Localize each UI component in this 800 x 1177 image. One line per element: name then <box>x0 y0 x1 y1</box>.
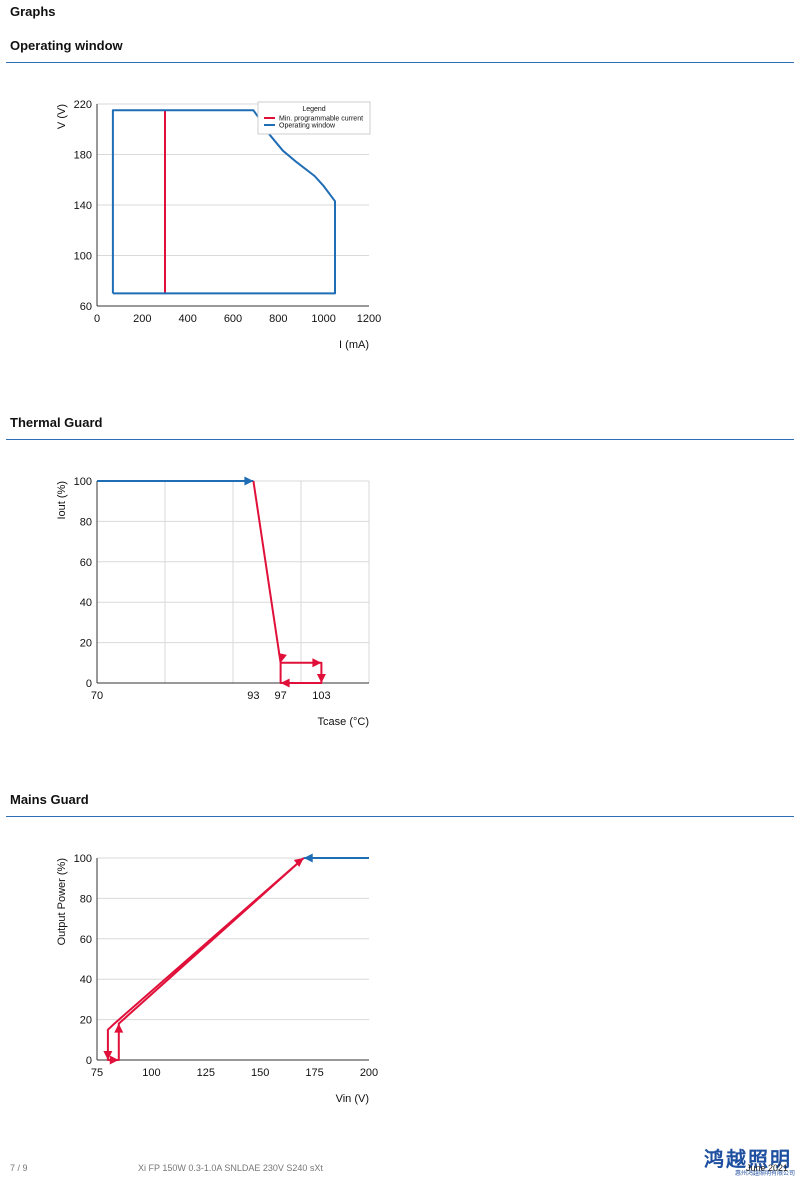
section-title-thermal-guard: Thermal Guard <box>10 415 103 430</box>
y-tick-label: 60 <box>80 934 92 946</box>
y-tick-label: 20 <box>80 1015 92 1027</box>
operating-window-chart: 60 100 140 180 220 0 200 400 600 800 1000 1200 I (mA… <box>56 99 381 351</box>
y-tick-label: 220 <box>74 99 92 111</box>
x-axis-label: Vin (V) <box>336 1093 369 1105</box>
direction-arrowhead <box>280 678 290 688</box>
x-tick-label: 800 <box>269 313 287 325</box>
section-title-operating-window: Operating window <box>10 38 123 53</box>
y-tick-label: 100 <box>74 251 92 263</box>
section-title-mains-guard: Mains Guard <box>10 792 89 807</box>
direction-arrowhead <box>103 1051 113 1060</box>
series-line-1 <box>106 857 305 1061</box>
y-axis-label: Iout (%) <box>56 481 68 520</box>
y-tick-label: 60 <box>80 301 92 313</box>
y-tick-label: 0 <box>86 1055 92 1067</box>
page-title: Graphs <box>10 4 56 19</box>
y-tick-label: 100 <box>74 853 92 865</box>
mains-guard-chart: 0 20 40 60 80 100 75 100 125 150 175 200 Vin (V) Outp… <box>56 853 378 1105</box>
x-tick-label: 97 <box>274 690 286 702</box>
x-tick-label: 175 <box>305 1067 323 1079</box>
y-tick-label: 180 <box>74 150 92 162</box>
x-tick-label: 1200 <box>357 313 381 325</box>
brand-watermark-subtitle: 惠州鸿越照明有限公司 <box>735 1170 796 1177</box>
legend-entry-label: Operating window <box>279 123 336 130</box>
y-tick-label: 0 <box>86 678 92 690</box>
direction-arrowhead <box>293 858 304 868</box>
brand-watermark-logo: 鸿越照明 <box>704 1147 792 1171</box>
page-number: 7 / 9 <box>10 1163 28 1173</box>
product-name: Xi FP 150W 0.3-1.0A SNLDAE 230V S240 sXt <box>138 1163 323 1173</box>
direction-arrowhead <box>303 853 313 863</box>
x-tick-label: 600 <box>224 313 242 325</box>
y-tick-label: 40 <box>80 597 92 609</box>
x-tick-label: 100 <box>142 1067 160 1079</box>
x-tick-label: 200 <box>360 1067 378 1079</box>
y-tick-label: 100 <box>74 476 92 488</box>
x-axis-label: I (mA) <box>339 339 369 351</box>
y-axis-label: V (V) <box>56 104 68 129</box>
thermal-guard-chart: 0 20 40 60 80 100 70 93 97 103 Tcase (°C) Iout (%) <box>56 476 370 728</box>
y-tick-label: 40 <box>80 974 92 986</box>
y-axis-label: Output Power (%) <box>56 858 68 945</box>
x-axis-label: Tcase (°C) <box>318 716 369 728</box>
x-tick-label: 70 <box>91 690 103 702</box>
x-tick-label: 150 <box>251 1067 269 1079</box>
section-divider <box>6 62 794 63</box>
x-tick-label: 1000 <box>311 313 335 325</box>
footer-date: June 2021 <box>746 1163 789 1173</box>
y-tick-label: 80 <box>80 893 92 905</box>
direction-arrowhead <box>114 1023 124 1033</box>
direction-arrowhead <box>278 653 287 663</box>
section-divider <box>6 439 794 440</box>
direction-arrowhead <box>109 1055 119 1065</box>
direction-arrowhead <box>316 674 326 683</box>
legend-title: Legend <box>302 106 325 113</box>
series-line-1 <box>252 480 323 684</box>
y-tick-label: 20 <box>80 638 92 650</box>
x-tick-label: 200 <box>133 313 151 325</box>
y-tick-label: 60 <box>80 557 92 569</box>
direction-arrowhead <box>312 658 322 668</box>
series-line-1 <box>111 109 336 295</box>
x-tick-label: 125 <box>197 1067 215 1079</box>
legend-entry-label: Min. programmable current <box>279 116 363 123</box>
y-tick-label: 140 <box>74 200 92 212</box>
x-tick-label: 103 <box>312 690 330 702</box>
x-tick-label: 93 <box>247 690 259 702</box>
direction-arrowhead <box>244 476 254 486</box>
x-tick-label: 0 <box>94 313 100 325</box>
x-tick-label: 75 <box>91 1067 103 1079</box>
x-tick-label: 400 <box>178 313 196 325</box>
legend-box <box>257 101 371 135</box>
y-tick-label: 80 <box>80 516 92 528</box>
section-divider <box>6 816 794 817</box>
